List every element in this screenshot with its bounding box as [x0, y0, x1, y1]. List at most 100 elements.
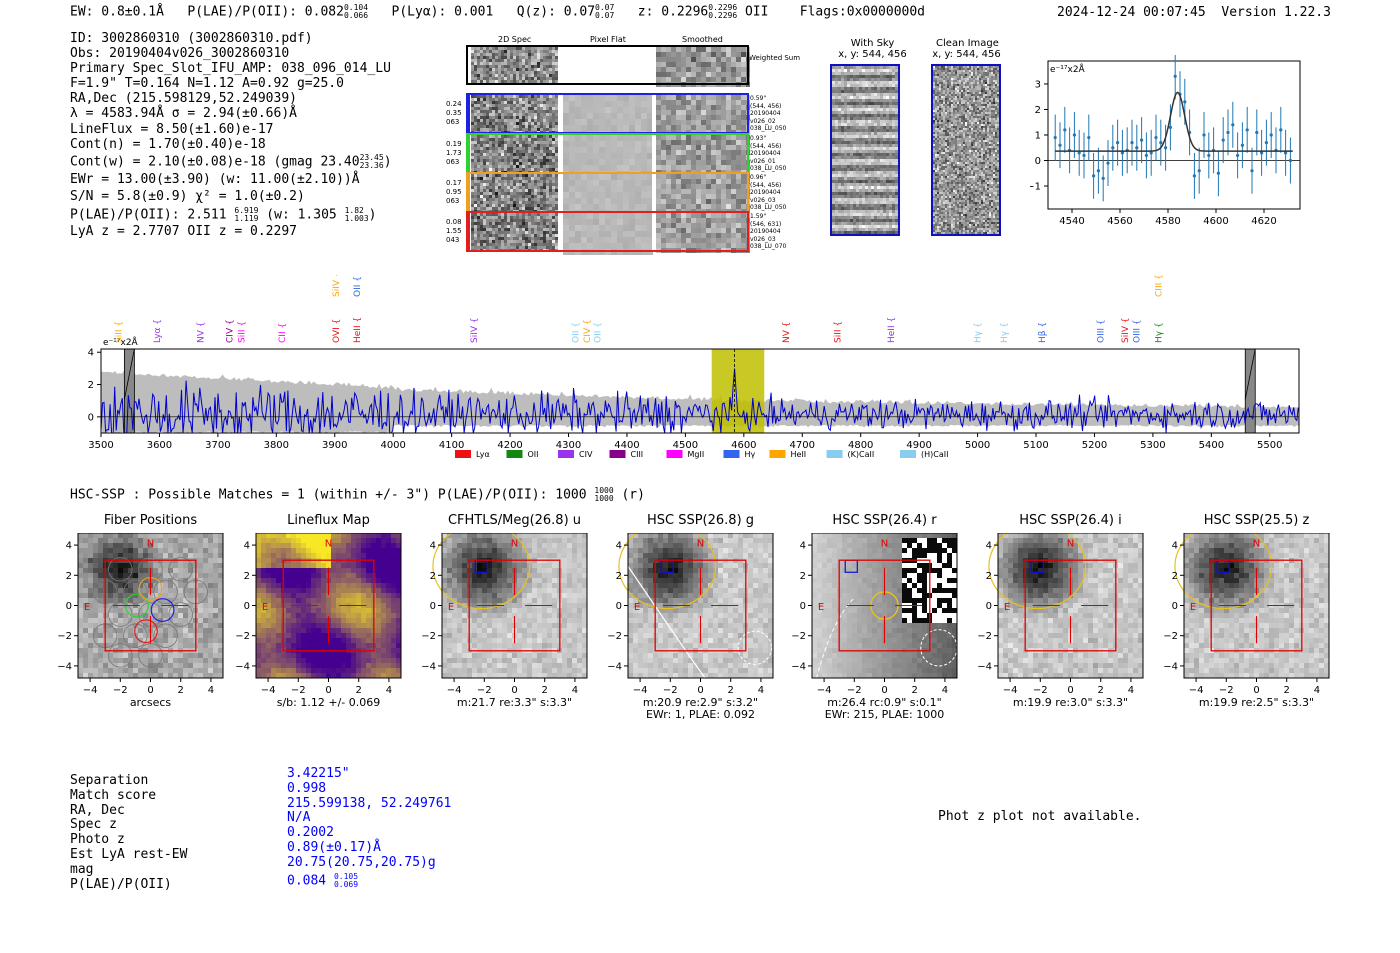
- cutout-caption-ewr: EWr: 1, PLAE: 0.092: [645, 708, 756, 721]
- legend-label: (H)CaII: [921, 450, 948, 459]
- spectral-line-marker: OII {: [353, 276, 363, 297]
- legend-swatch: [723, 450, 740, 458]
- search-box: [104, 559, 197, 652]
- cutout-xtick-label: −2: [113, 685, 128, 696]
- aperture-ellipse: [432, 533, 531, 610]
- east-label: E: [448, 602, 454, 613]
- spectrum-unit-label: e⁻¹⁷x2Å: [103, 336, 139, 348]
- cutout-xtick-label: −2: [477, 685, 492, 696]
- fit-gaussian-curve: [1055, 91, 1293, 152]
- cutout-ytick-label: −4: [978, 661, 992, 672]
- legend-label: HeII: [791, 450, 807, 459]
- cutout-title: HSC SSP(26.4) r: [832, 513, 937, 528]
- fit-point: [1288, 158, 1292, 163]
- fiber-highlight: [134, 619, 158, 644]
- fiber-info-line: 0.96": [750, 174, 767, 181]
- north-label: N: [511, 539, 518, 550]
- sky-panel: With Sky x, y: 544, 456 Clean Image x, y…: [820, 36, 1020, 241]
- cutout-xtick-label: 2: [728, 685, 734, 696]
- fit-point: [1173, 74, 1177, 78]
- east-label: E: [1190, 602, 1196, 613]
- spectrum-ytick-label: 2: [88, 380, 94, 391]
- cutout-ytick-label: −4: [422, 661, 436, 672]
- fiber-stat: 1.55: [446, 227, 462, 235]
- cutout-image: N E −4 −4 −2 −2 0 0 2 2 4 4: [1164, 533, 1330, 696]
- cutout-xtick-label: −2: [1219, 685, 1234, 696]
- fiber-circle: [153, 623, 178, 648]
- spectrum-ytick-label: 0: [88, 412, 94, 423]
- cutout-xtick-label: −4: [1189, 685, 1204, 696]
- spectrum-xtick-label: 3700: [205, 440, 230, 451]
- plae-readout: P(LAE)/P(OII): 0.082: [187, 4, 344, 20]
- masked-hatch: [123, 348, 135, 400]
- fiber-info-line: 20190404: [750, 228, 781, 235]
- cutout-xtick-label: 0: [1067, 685, 1073, 696]
- cutout-caption: m:19.9 re:2.5" s:3.3": [1198, 696, 1315, 709]
- fit-point: [1058, 143, 1062, 147]
- fit-point: [1154, 135, 1158, 140]
- north-label: N: [1067, 539, 1074, 550]
- cutout-xtick-label: 2: [912, 685, 918, 696]
- fit-point: [1183, 100, 1187, 104]
- fiber-info-line: 038_LU_070: [750, 243, 787, 250]
- fit-point: [1087, 135, 1091, 140]
- fiber-info-line: (546, 631): [750, 220, 782, 228]
- spectral-line-marker: SiII {: [833, 321, 843, 343]
- fit-point: [1202, 133, 1206, 137]
- fiber-stat: 063: [446, 118, 460, 126]
- spec2d-panel: 2D Spec Pixel Flat Smoothed Weighted Sum…: [440, 32, 800, 257]
- fit-point: [1063, 128, 1067, 132]
- fiber-stat: 0.19: [446, 140, 462, 148]
- search-box: [1024, 559, 1117, 652]
- fit-point: [1144, 153, 1148, 158]
- pixelflat-col-label: Pixel Flat: [590, 35, 626, 44]
- cutout-pixels: [78, 533, 223, 678]
- fiber-info-line: 038_LU_050: [750, 165, 787, 172]
- full-spectrum-chart: 3500 3600 3700 3800 3900 4000 4100 4200 4300 4400…: [88, 275, 1300, 459]
- qz-range: 0.07 0.07: [595, 3, 615, 20]
- header-bar: EW: 0.8±0.1Å P(LAE)/P(OII): 0.082 0.104 0.…: [70, 4, 925, 20]
- spectral-line-marker: OIII {: [1133, 319, 1143, 343]
- cutout-ytick-label: −4: [1164, 661, 1178, 672]
- legend-swatch: [506, 450, 523, 458]
- cutout-ytick-label: 0: [244, 601, 250, 612]
- z-readout: z: 0.2296: [637, 4, 709, 20]
- east-label: E: [634, 602, 640, 613]
- cutout-xtick-label: 0: [881, 685, 887, 696]
- fiber-color-bar: [467, 134, 470, 173]
- cutout-xtick-label: −4: [83, 685, 98, 696]
- cutout-xtick-label: 0: [697, 685, 703, 696]
- spectrum-xtick-label: 3500: [88, 440, 113, 451]
- weighted-2dspec: [471, 47, 558, 83]
- fiber-pixelflat: [563, 95, 653, 137]
- spectrum-ytick-label: 4: [88, 348, 94, 359]
- spectral-line-marker: SiII {: [115, 321, 125, 343]
- spectral-line-marker: Hβ {: [1038, 322, 1048, 343]
- fit-point: [1221, 138, 1225, 142]
- legend-label: CIV: [579, 450, 593, 459]
- cutout-ytick-label: −2: [978, 631, 992, 642]
- cutout-caption: m:20.9 re:2.9" s:3.2": [642, 696, 759, 709]
- fiber-2dspec: [471, 95, 558, 134]
- fiber-smoothed: [656, 95, 750, 135]
- z-range: 0.2296 0.2296: [708, 3, 738, 20]
- fiber-stat: 043: [446, 236, 460, 244]
- cutout-ytick-label: 4: [800, 541, 806, 552]
- qz-readout: Q(z): 0.07: [516, 4, 596, 20]
- fiber-row-stats: 0.08 1.55 043: [446, 218, 462, 245]
- match-label: Est LyA rest-EW: [70, 846, 188, 862]
- legend-label: (K)CaII: [848, 450, 875, 459]
- search-box: [654, 559, 747, 652]
- spectral-line-marker: HeII {: [887, 317, 897, 343]
- match-value: 215.599138, 52.249761: [287, 795, 452, 811]
- fiber-row-info: 0.93" (544, 456) 20190404 v026_01 038_LU_050: [750, 135, 786, 173]
- fiber-smoothed: [656, 213, 750, 253]
- version: Version 1.22.3: [1221, 5, 1331, 20]
- spectral-line-marker: CII {: [278, 323, 288, 343]
- fit-point: [1231, 123, 1235, 127]
- cutout-image: N E −4 −4 −2 −2 0 0 2 2 4 4: [608, 533, 774, 696]
- clean-image-coords: x, y: 544, 456: [932, 49, 1001, 60]
- cutout-ytick-label: −2: [1164, 631, 1178, 642]
- z-line: OII: [744, 4, 769, 20]
- spectrum-xtick-label: 4500: [673, 440, 698, 451]
